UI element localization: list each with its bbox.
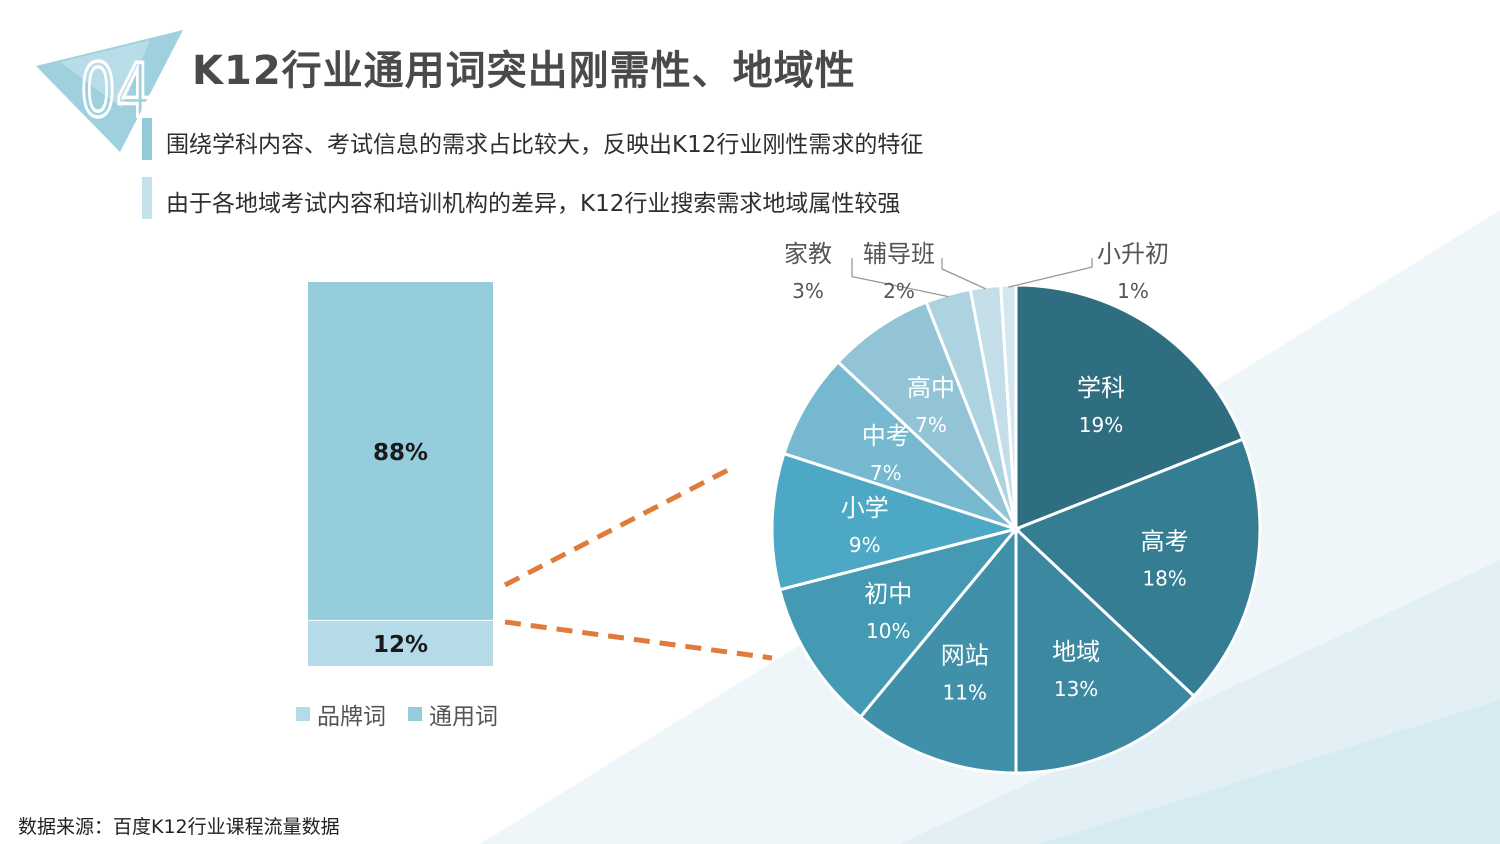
pie-slice-value-8: 3% [792,279,824,303]
bar-segment-label-1: 88% [373,440,428,466]
pie-slice-label-0: 学科 [1077,374,1125,402]
legend-label-brand: 品牌词 [317,704,386,730]
pie-slice-0 [1014,283,1245,532]
pie-leader-line-9 [941,258,986,290]
pie-chart: 学科19%高考18%地域13%网站11%初中10%小学9%中考7%高中7%家教3… [770,240,1262,775]
pie-slice-5 [770,451,1022,592]
section-number-badge: 04 [80,50,154,124]
legend-swatch-generic [408,707,422,721]
bar-segment-1 [308,282,493,620]
pie-slice-label-7: 高中 [907,374,955,402]
pie-slice-value-7: 7% [915,413,947,437]
pie-slice-label-2: 地域 [1052,638,1100,666]
pie-slice-value-9: 2% [883,279,915,303]
pie-slice-label-5: 小学 [841,494,889,522]
pie-slice-label-1: 高考 [1141,527,1189,555]
pie-slice-value-10: 1% [1117,279,1149,303]
pie-slice-label-9: 辅导班 [863,240,935,268]
pie-slice-1 [1013,437,1262,699]
page-title: K12行业通用词突出刚需性、地域性 [192,48,856,94]
legend-item-generic: 通用词 [408,697,498,731]
bullet-1-marker [142,118,152,160]
pie-slice-value-1: 18% [1142,566,1186,590]
bar-segment-label-0: 12% [373,632,428,658]
connector-lines [503,467,773,661]
connector-upper [503,467,730,588]
pie-slice-value-2: 13% [1054,677,1098,701]
pie-slice-value-4: 10% [866,619,910,643]
pie-slice-label-4: 初中 [864,580,912,608]
pie-slice-value-6: 7% [870,461,902,485]
pie-slice-label-3: 网站 [941,641,989,669]
bar-legend: 品牌词 通用词 [296,697,520,731]
pie-leader-line-10 [1008,258,1093,288]
section-number: 04 [80,50,152,124]
legend-item-brand: 品牌词 [296,697,386,731]
pie-leader-line-8 [851,258,949,298]
pie-slice-3 [858,524,1018,775]
legend-label-generic: 通用词 [429,704,498,730]
pie-slice-label-8: 家教 [784,240,832,268]
bullet-2-text: 由于各地域考试内容和培训机构的差异，K12行业搜索需求地域属性较强 [166,191,901,217]
pie-slice-value-0: 19% [1079,413,1123,437]
pie-slice-6 [782,359,1018,531]
bar-segment-0 [308,619,493,666]
stacked-bar-chart: 12% 88% [308,282,493,666]
pie-slice-value-3: 11% [943,680,987,704]
pie-slice-label-6: 中考 [862,422,910,450]
bullet-1-text: 围绕学科内容、考试信息的需求占比较大，反映出K12行业刚性需求的特征 [166,132,924,158]
pie-slice-2 [1014,525,1196,775]
connector-lower [504,619,773,661]
pie-slice-7 [836,300,1018,531]
pie-slice-label-10: 小升初 [1097,240,1169,268]
data-source-note: 数据来源：百度K12行业课程流量数据 [18,816,340,838]
bullet-2-marker [142,177,152,219]
legend-swatch-brand [296,707,310,721]
pie-slice-value-5: 9% [849,533,881,557]
